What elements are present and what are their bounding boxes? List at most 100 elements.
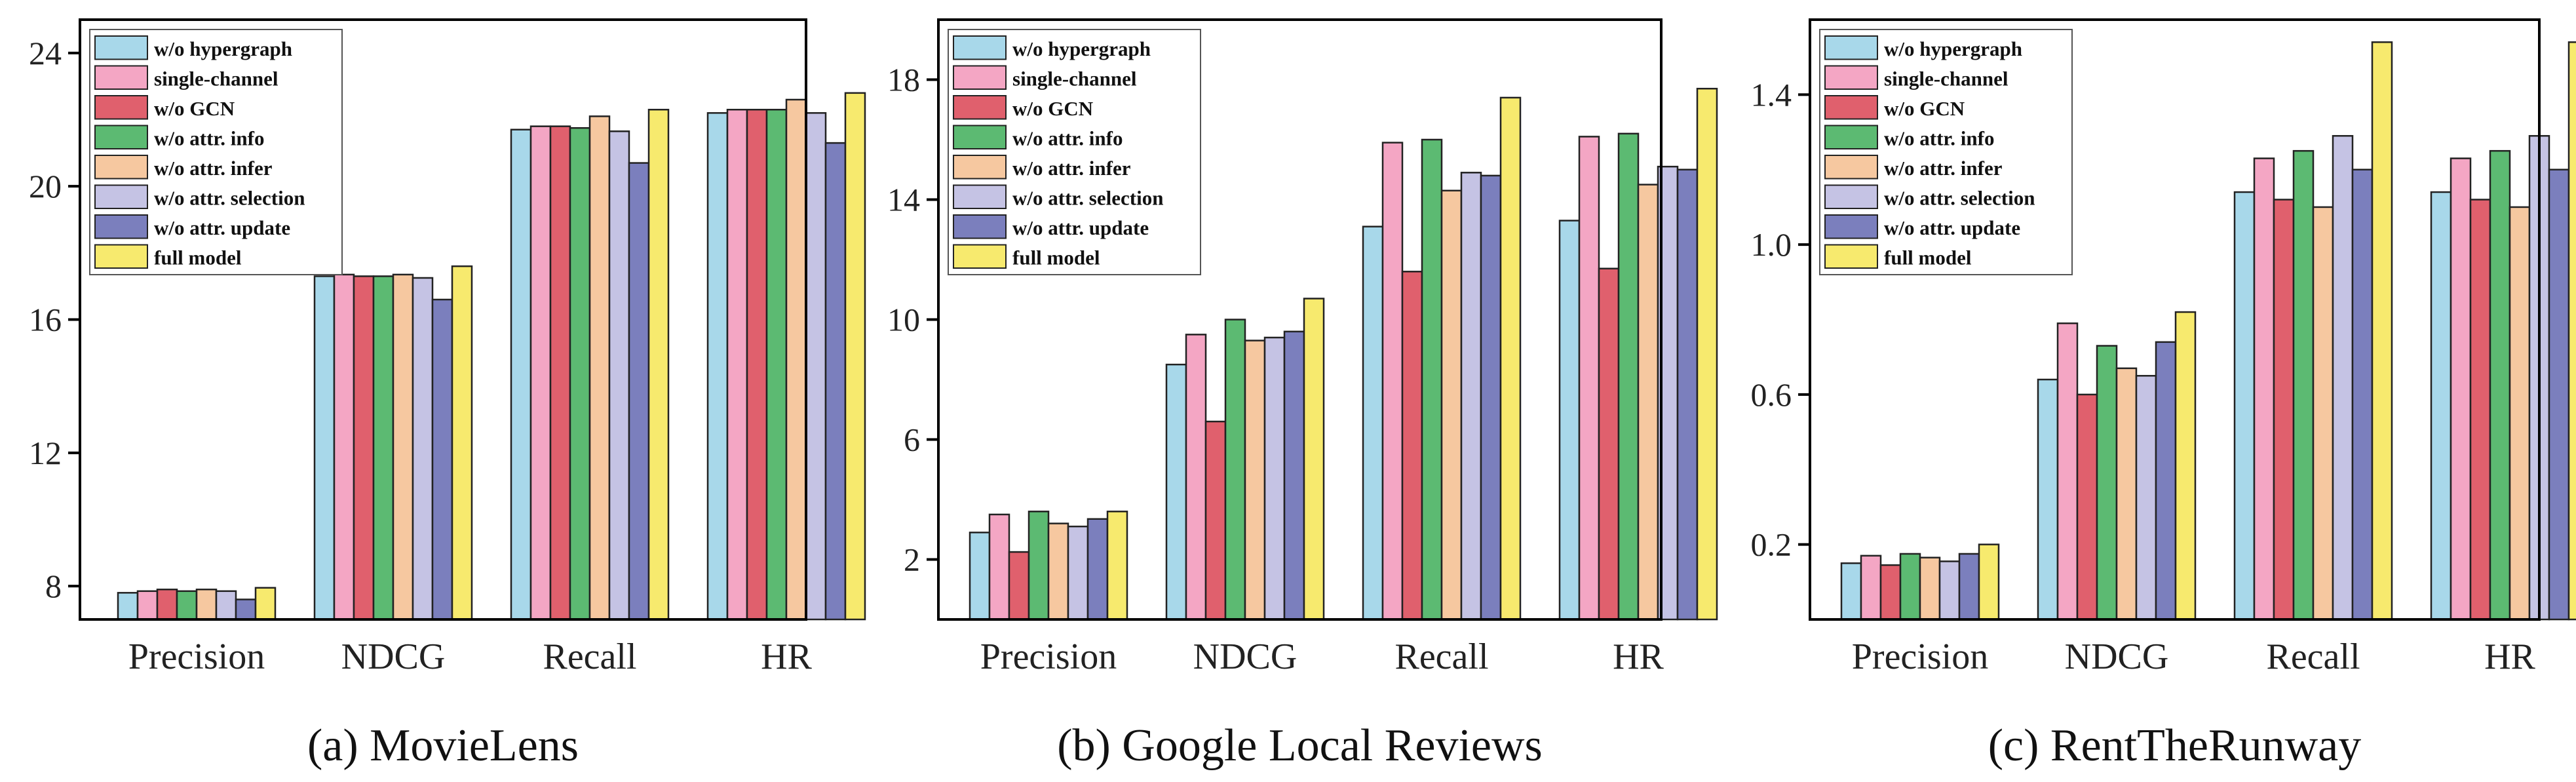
bar-ndcg-series-7 [1283, 330, 1305, 621]
legend: w/o hypergraph single-channel w/o GCN w/o a… [948, 29, 1201, 275]
bar-recall-series-8 [1499, 96, 1522, 621]
bar-recall-series-6 [608, 130, 630, 621]
bar-hr-series-8 [2567, 41, 2576, 621]
legend-swatch [94, 95, 148, 120]
bar-precision-series-6 [1938, 560, 1961, 621]
legend-swatch [953, 125, 1007, 149]
bar-hr-series-3 [1598, 267, 1620, 621]
legend-label: w/o attr. selection [1012, 186, 1163, 209]
bar-precision-series-1 [1840, 562, 1862, 621]
legend-swatch [953, 214, 1007, 239]
x-tick-label: Recall [543, 636, 636, 677]
bar-precision-series-3 [1008, 551, 1030, 621]
bar-recall-series-4 [2292, 149, 2315, 621]
bar-recall-series-1 [1362, 225, 1384, 621]
bar-recall-series-8 [647, 109, 670, 621]
legend-label: full model [1012, 246, 1100, 269]
bar-ndcg-series-6 [2135, 375, 2157, 621]
bar-hr-series-1 [1558, 220, 1581, 621]
bar-recall-series-7 [628, 162, 650, 621]
legend-swatch [94, 155, 148, 180]
bar-precision-series-4 [1028, 511, 1050, 621]
bar-hr-series-8 [1696, 87, 1718, 621]
legend-swatch [1824, 95, 1878, 120]
y-tick-label: 2 [904, 541, 920, 578]
bar-precision-series-3 [156, 589, 178, 621]
bar-precision-series-1 [117, 592, 139, 621]
legend-swatch [94, 35, 148, 60]
bar-ndcg-series-2 [2056, 322, 2079, 621]
legend-swatch [1824, 65, 1878, 90]
bar-hr-series-4 [765, 109, 788, 621]
legend-label: w/o attr. update [154, 216, 290, 239]
bar-recall-series-6 [1460, 172, 1482, 621]
legend-label: w/o hypergraph [1884, 37, 2022, 60]
bar-precision-series-5 [195, 589, 218, 621]
bar-precision-series-8 [254, 587, 277, 621]
x-tick-label: NDCG [341, 636, 446, 677]
y-tick-label: 12 [29, 435, 62, 471]
x-tick-label: Recall [2266, 636, 2360, 677]
y-tick-label: 6 [904, 421, 920, 458]
bar-hr-series-5 [2509, 206, 2531, 621]
bar-recall-series-8 [2371, 41, 2393, 621]
bar-ndcg-series-8 [1303, 298, 1325, 621]
bar-hr-series-4 [2489, 149, 2511, 621]
legend-swatch [1824, 184, 1878, 209]
legend-swatch [1824, 244, 1878, 269]
legend-label: single-channel [1884, 67, 2009, 90]
legend-swatch [94, 125, 148, 149]
bar-recall-series-3 [2273, 199, 2295, 621]
legend-swatch [1824, 125, 1878, 149]
bar-hr-series-4 [1617, 132, 1640, 621]
bar-hr-series-1 [706, 112, 729, 621]
bar-ndcg-series-6 [412, 277, 434, 621]
bar-ndcg-series-2 [333, 273, 355, 621]
legend-label: full model [1884, 246, 1972, 269]
legend-swatch [953, 35, 1007, 60]
bar-recall-series-1 [2233, 191, 2256, 621]
legend-label: w/o attr. info [1884, 127, 1995, 149]
bar-ndcg-series-5 [1244, 340, 1266, 621]
legend-swatch [94, 184, 148, 209]
bar-hr-series-3 [746, 109, 768, 621]
legend-label: w/o attr. update [1012, 216, 1149, 239]
x-tick-label: HR [761, 636, 812, 677]
bar-precision-series-7 [235, 598, 257, 621]
y-tick-label: 18 [887, 62, 920, 98]
bar-hr-series-7 [824, 142, 847, 621]
panel-caption: (b) Google Local Reviews [1057, 720, 1543, 771]
legend-swatch [1824, 35, 1878, 60]
bar-ndcg-series-1 [313, 275, 336, 621]
bar-ndcg-series-7 [2155, 341, 2177, 621]
bar-recall-series-2 [529, 125, 552, 621]
x-tick-label: Precision [980, 636, 1117, 677]
bar-recall-series-3 [1401, 271, 1423, 621]
bar-ndcg-series-3 [353, 275, 375, 621]
bar-recall-series-2 [2253, 157, 2275, 621]
legend-swatch [1824, 155, 1878, 180]
y-tick-label: 0.6 [1751, 376, 1792, 413]
bar-precision-series-4 [176, 590, 198, 621]
bar-precision-series-2 [1860, 555, 1882, 621]
bar-ndcg-series-3 [2076, 393, 2098, 621]
bar-precision-series-6 [215, 590, 237, 621]
bar-recall-series-3 [549, 125, 571, 621]
legend-swatch [94, 244, 148, 269]
x-tick-label: NDCG [2065, 636, 2169, 677]
bar-recall-series-6 [2332, 135, 2354, 621]
bar-precision-series-4 [1899, 553, 1921, 621]
legend-label: w/o attr. infer [1012, 157, 1131, 180]
bar-hr-series-8 [844, 92, 866, 621]
panel-caption: (c) RentTheRunway [1988, 720, 2362, 771]
bar-precision-series-3 [1879, 564, 1902, 621]
x-tick-label: Precision [1852, 636, 1988, 677]
bar-ndcg-series-4 [372, 275, 394, 621]
bar-recall-series-2 [1381, 142, 1404, 621]
x-tick-label: NDCG [1193, 636, 1298, 677]
bar-hr-series-2 [1578, 136, 1600, 621]
legend-label: w/o GCN [154, 97, 235, 120]
bar-recall-series-7 [1480, 174, 1502, 621]
bar-precision-series-2 [988, 513, 1010, 621]
legend-label: full model [154, 246, 242, 269]
